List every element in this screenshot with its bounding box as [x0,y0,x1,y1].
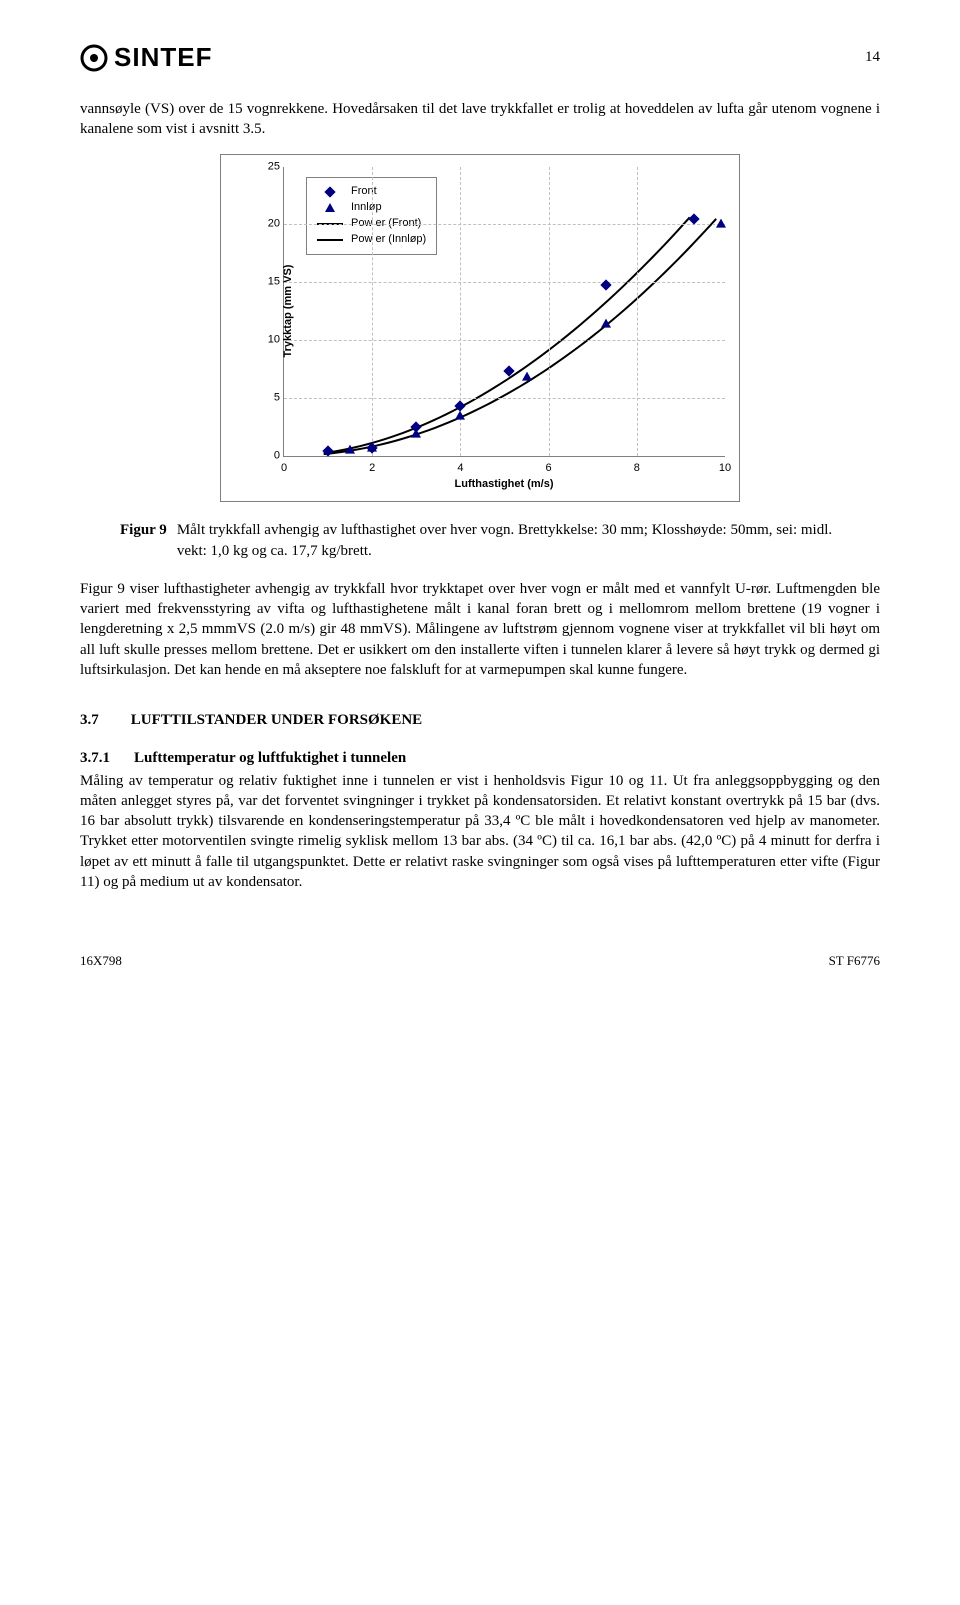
x-tick-label: 2 [369,461,375,476]
legend-label: Innløp [351,200,382,215]
y-tick-label: 0 [252,448,280,463]
x-axis-label: Lufthastighet (m/s) [283,477,725,492]
innlop-point [345,444,355,453]
section-number: 3.7 [80,710,99,730]
footer-left: 16X798 [80,952,122,970]
line-icon [317,239,343,241]
x-tick-label: 10 [719,461,731,476]
innlop-point [367,442,377,451]
x-tick-label: 0 [281,461,287,476]
innlop-point [601,318,611,327]
figure-number: Figur 9 [120,520,167,561]
plot-area: Trykktap (mm VS) Front Innløp Pow er (Fr… [283,167,725,457]
legend-label: Pow er (Innløp) [351,232,426,247]
logo-icon [80,44,108,72]
footer-right: ST F6776 [829,952,880,970]
y-tick-label: 5 [252,390,280,405]
paragraph-3: Måling av temperatur og relativ fuktighe… [80,771,880,893]
innlop-point [455,411,465,420]
x-tick-label: 4 [457,461,463,476]
logo-text: SINTEF [114,40,212,75]
chart-figure-9: Trykktap (mm VS) Front Innløp Pow er (Fr… [220,154,740,503]
diamond-marker-icon [324,186,335,197]
subsection-number: 3.7.1 [80,748,110,768]
paragraph-2: Figur 9 viser lufthastigheter avhengig a… [80,579,880,680]
page-number: 14 [865,47,880,67]
innlop-point [522,372,532,381]
triangle-marker-icon [325,203,335,212]
subsection-title: Lufttemperatur og luftfuktighet i tunnel… [134,748,406,768]
section-heading: 3.7 LUFTTILSTANDER UNDER FORSØKENE [80,710,880,730]
y-tick-label: 15 [252,275,280,290]
figure-caption: Figur 9 Målt trykkfall avhengig av lufth… [80,520,880,561]
figure-caption-text: Målt trykkfall avhengig av lufthastighet… [177,520,840,561]
y-tick-label: 20 [252,217,280,232]
sintef-logo: SINTEF [80,40,212,75]
page-footer: 16X798 ST F6776 [80,952,880,970]
innlop-point [411,428,421,437]
section-title: LUFTTILSTANDER UNDER FORSØKENE [131,710,422,730]
page-header: SINTEF 14 [80,40,880,75]
innlop-point [716,219,726,228]
subsection-heading: 3.7.1 Lufttemperatur og luftfuktighet i … [80,748,880,768]
x-tick-label: 8 [634,461,640,476]
y-tick-label: 10 [252,333,280,348]
y-tick-label: 25 [252,159,280,174]
paragraph-1: vannsøyle (VS) over de 15 vognrekkene. H… [80,99,880,140]
x-tick-label: 6 [546,461,552,476]
